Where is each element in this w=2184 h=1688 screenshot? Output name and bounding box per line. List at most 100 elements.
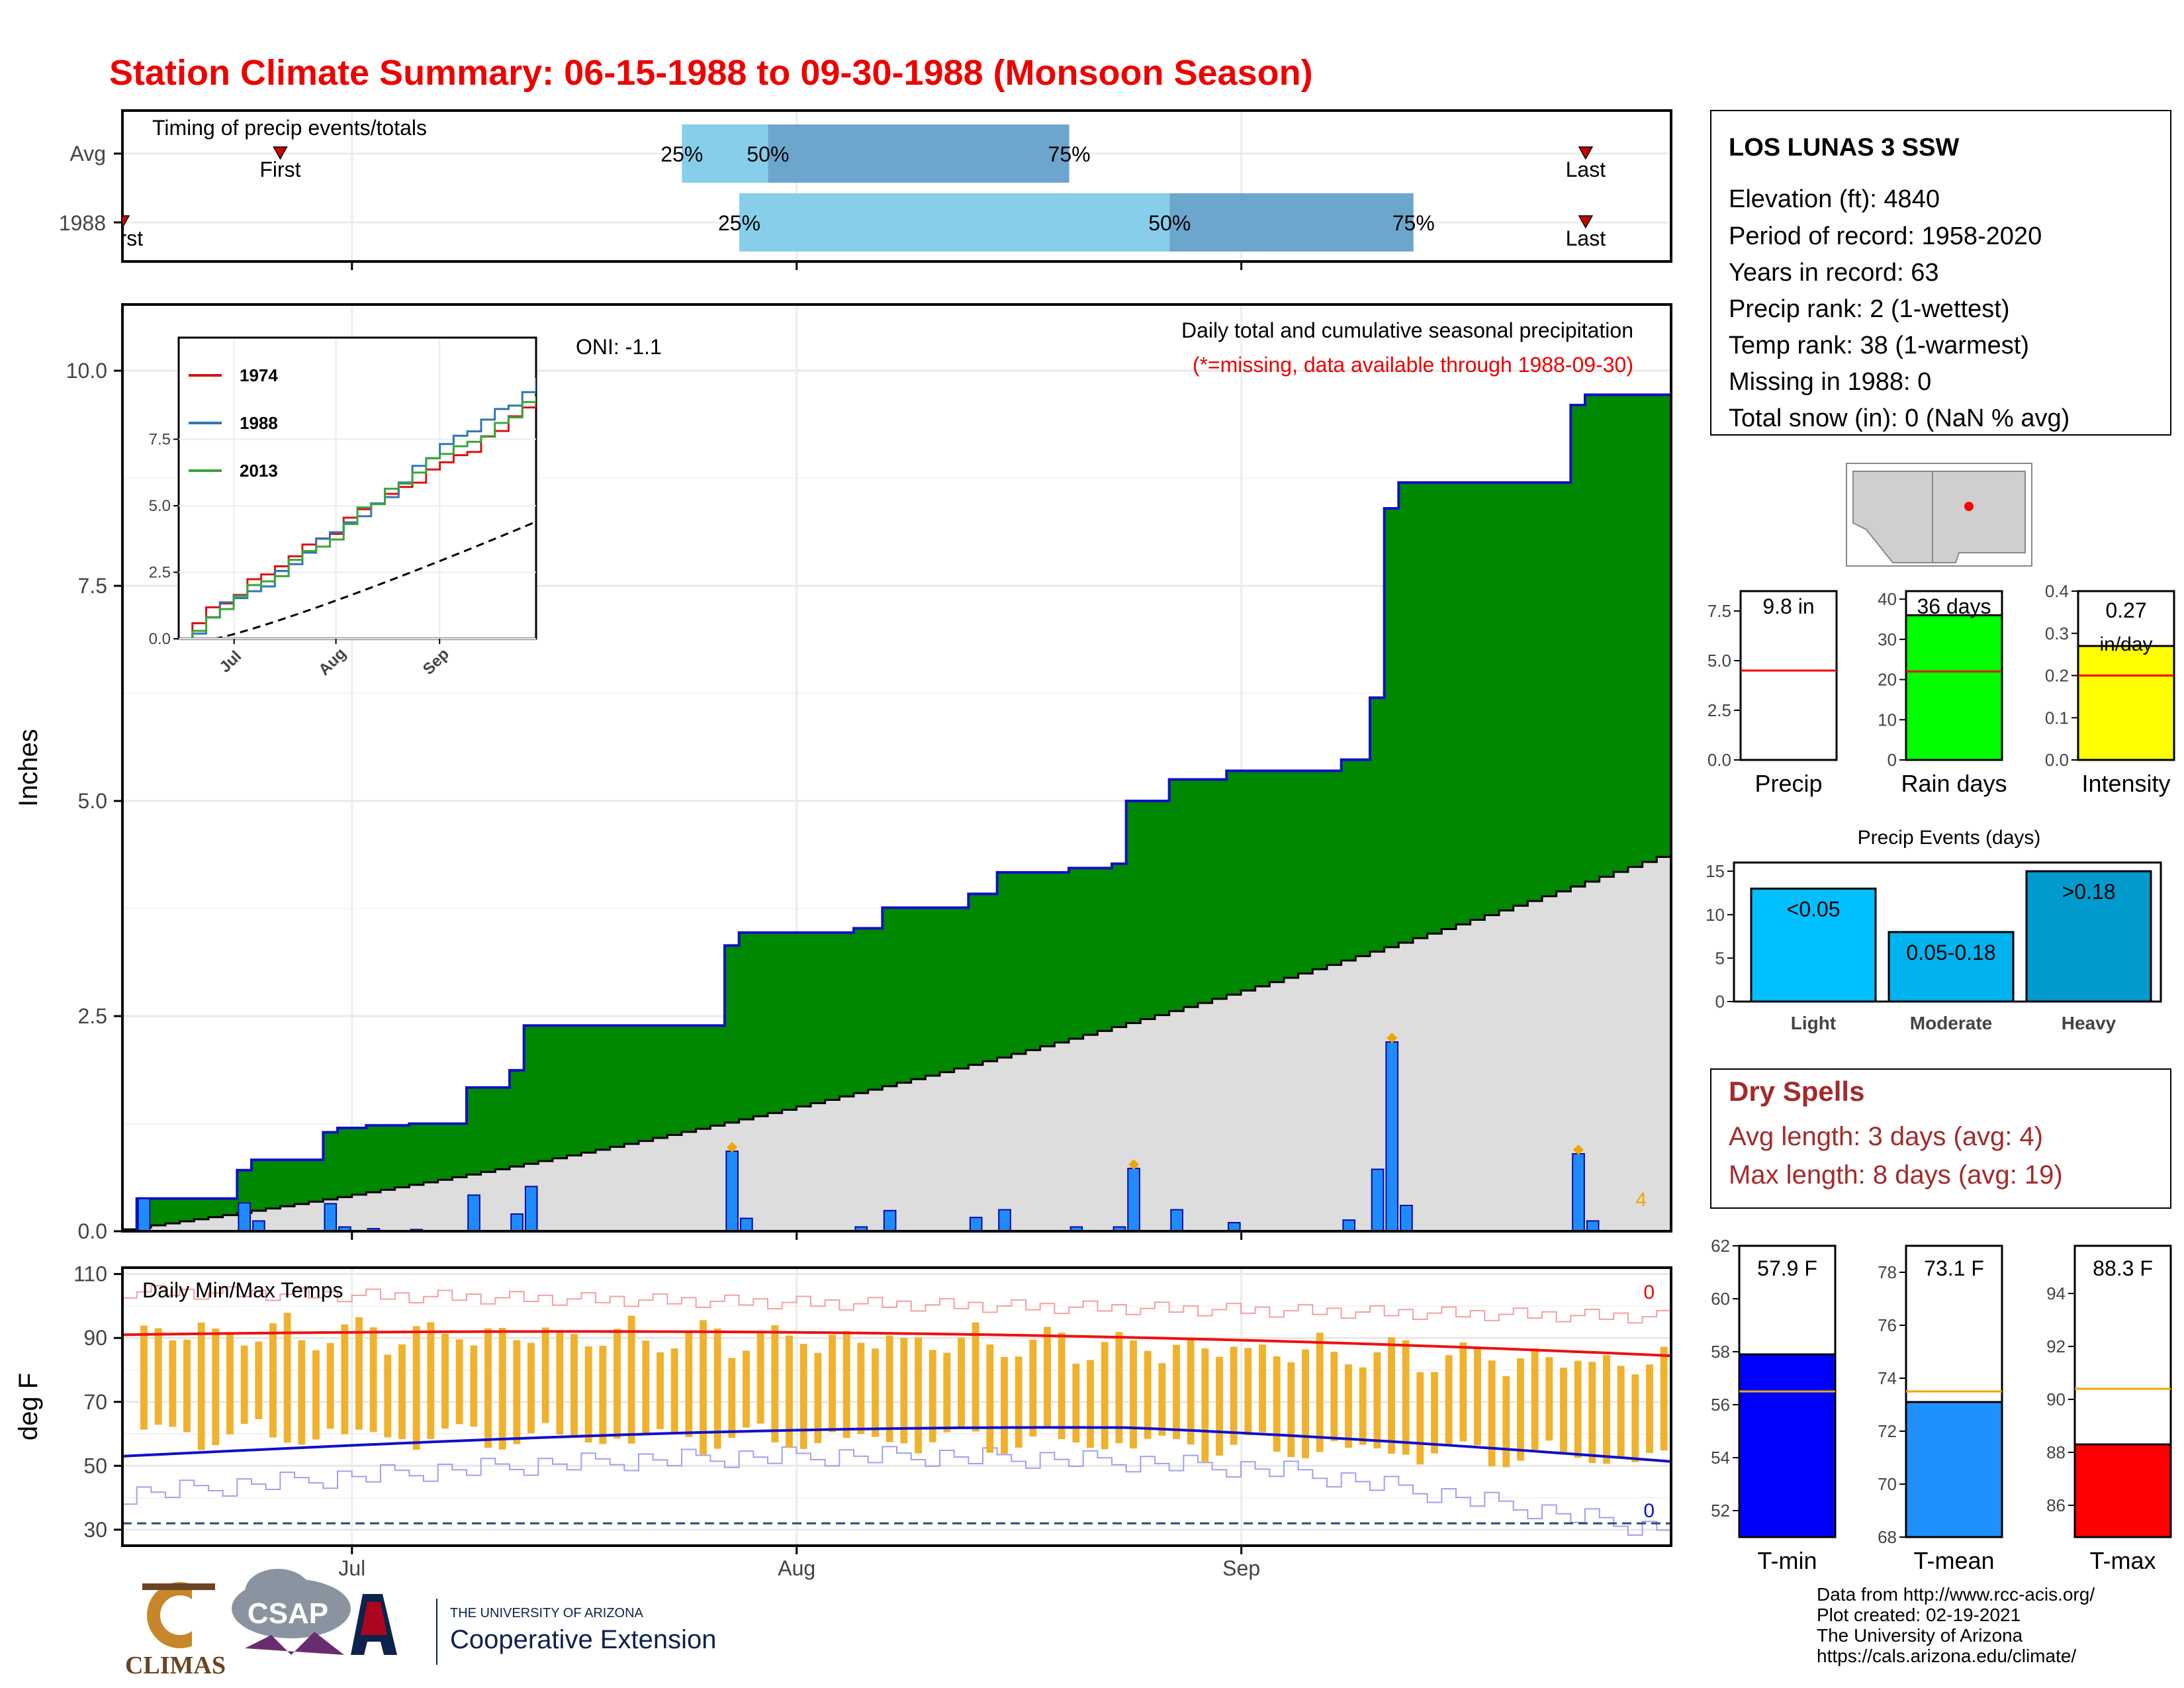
daily-temp-bar xyxy=(685,1330,693,1437)
top-event-marker xyxy=(1573,1145,1584,1155)
last-event-marker xyxy=(1578,215,1594,229)
temp-bar-label: T-mean xyxy=(1913,1547,1994,1574)
normal-tmin-line xyxy=(122,1426,1672,1463)
temp-bar-value xyxy=(1738,1353,1837,1538)
daily-temp-bar xyxy=(527,1342,535,1434)
daily-temp-bar xyxy=(728,1358,736,1438)
daily-precip-bar xyxy=(1385,1041,1399,1232)
station-line-snow: Total snow (in): 0 (NaN % avg) xyxy=(1729,404,2070,432)
daily-temp-bar xyxy=(1287,1362,1295,1458)
daily-temp-bar xyxy=(498,1327,506,1450)
quartile-label-50: 50% xyxy=(1148,211,1191,235)
daily-temp-bar xyxy=(455,1339,463,1425)
oni-label: ONI: -1.1 xyxy=(576,335,662,359)
daily-temp-bar xyxy=(255,1341,263,1419)
last-event-label: Last xyxy=(1566,226,1606,250)
station-line-precip-rank: Precip rank: 2 (1-wettest) xyxy=(1729,295,2009,323)
first-event-marker xyxy=(122,215,130,229)
daily-temp-bar xyxy=(341,1324,349,1434)
daily-temp-bar xyxy=(398,1344,406,1440)
daily-temp-bar xyxy=(886,1335,893,1442)
month-label-sep: Sep xyxy=(1222,1556,1260,1580)
daily-temp-bar xyxy=(1502,1376,1510,1468)
daily-temp-bar xyxy=(1173,1344,1180,1440)
temperature-panel: Daily Min/Max Temps deg F 0 0 30 50 70 90 11… xyxy=(14,1262,1672,1580)
quartile-label-50: 50% xyxy=(747,142,789,166)
daily-temp-bar xyxy=(1130,1340,1137,1449)
daily-temp-bar xyxy=(1517,1358,1524,1461)
daily-temp-bar xyxy=(1158,1363,1166,1436)
daily-temp-bar xyxy=(1459,1342,1467,1442)
daily-temp-bar xyxy=(1660,1346,1668,1451)
temp-y-tick-label: 50 xyxy=(83,1454,107,1477)
daily-temp-bar xyxy=(1545,1357,1553,1441)
daily-temp-bar xyxy=(958,1337,965,1429)
daily-temp-bar xyxy=(298,1340,306,1445)
mini-bar-value-label: 0.27 xyxy=(2105,598,2146,622)
daily-temp-bar xyxy=(1316,1333,1324,1452)
daily-temp-bar xyxy=(312,1350,320,1440)
mini-bar-value xyxy=(1739,590,1838,761)
daily-temp-bar xyxy=(1244,1348,1252,1436)
daily-temp-bar xyxy=(786,1335,793,1448)
daily-temp-bar xyxy=(1574,1360,1582,1458)
event-category-label: Light xyxy=(1791,1013,1836,1033)
quartile-label-75: 75% xyxy=(1392,211,1435,235)
daily-temp-bar xyxy=(484,1328,492,1448)
top-event-marker xyxy=(727,1142,738,1153)
daily-temp-bar xyxy=(1617,1366,1625,1458)
temp-bar-label: T-min xyxy=(1758,1547,1817,1574)
credit-url: https://cals.arizona.edu/climate/ xyxy=(1817,1646,2076,1666)
daily-temp-bar xyxy=(1588,1362,1596,1464)
mini-bar-y-tick-label: 0.0 xyxy=(2045,750,2069,770)
normal-tmax-line xyxy=(122,1330,1672,1358)
daily-temp-bar xyxy=(670,1348,678,1432)
dry-spells-title: Dry Spells xyxy=(1729,1076,1864,1107)
daily-temp-bar xyxy=(1216,1356,1223,1456)
station-line-temp-rank: Temp rank: 38 (1-warmest) xyxy=(1729,332,2029,359)
daily-temp-bar xyxy=(197,1322,205,1450)
inset-legend-label: 1974 xyxy=(240,365,278,385)
inset-y-tick-label: 0.0 xyxy=(149,630,171,648)
credit-plot-created: Plot created: 02-19-2021 xyxy=(1817,1605,2021,1625)
mini-bar-y-tick-label: 0.1 xyxy=(2045,708,2069,727)
temp-panel-label: Daily Min/Max Temps xyxy=(142,1278,343,1302)
missing-note: (*=missing, data available through 1988-… xyxy=(1193,353,1633,377)
daily-temp-bar xyxy=(541,1327,549,1423)
temp-bar-y-tick-label: 70 xyxy=(1878,1474,1897,1494)
climas-logo: CLIMAS xyxy=(125,1582,226,1679)
daily-temp-bar xyxy=(470,1345,478,1427)
record-max-line xyxy=(122,1285,1671,1324)
event-category-label: Moderate xyxy=(1910,1013,1992,1033)
quartile-label-75: 75% xyxy=(1048,142,1091,166)
daily-temp-bar xyxy=(972,1322,979,1432)
daily-temp-bar xyxy=(743,1350,750,1428)
daily-temp-bar xyxy=(1445,1355,1453,1444)
temp-bar-y-tick-label: 68 xyxy=(1878,1527,1897,1547)
daily-precip-bar xyxy=(1400,1205,1413,1232)
daily-temp-bar xyxy=(1001,1356,1008,1454)
daily-temp-bar xyxy=(412,1326,420,1450)
temp-bar-y-tick-label: 60 xyxy=(1711,1289,1730,1309)
events-y-tick-label: 5 xyxy=(1715,948,1725,968)
daily-precip-bar xyxy=(1170,1209,1183,1232)
month-label-aug: Aug xyxy=(778,1556,815,1580)
mini-bar-label: Rain days xyxy=(1901,770,2007,797)
daily-temp-bar xyxy=(570,1334,578,1438)
temp-bar-y-tick-label: 58 xyxy=(1711,1342,1730,1362)
mini-bar-y-tick-label: 7.5 xyxy=(1707,601,1731,621)
daily-precip-bar xyxy=(137,1197,151,1232)
daily-temp-bar xyxy=(1330,1351,1338,1442)
credit-data-source: Data from http://www.rcc-acis.org/ xyxy=(1817,1584,2095,1605)
daily-temp-bar xyxy=(842,1331,850,1438)
daily-temp-bar xyxy=(183,1339,191,1432)
mini-bar-value-label: in/day xyxy=(2099,633,2152,655)
inset-lines xyxy=(191,378,536,637)
station-info-box: LOS LUNAS 3 SSW Elevation (ft): 4840 Per… xyxy=(1710,110,2171,436)
temp-y-tick-label: 30 xyxy=(83,1518,107,1542)
events-title: Precip Events (days) xyxy=(1858,827,2041,849)
daily-temp-bar xyxy=(154,1328,162,1425)
precip-subtitle: Daily total and cumulative seasonal prec… xyxy=(1181,318,1633,342)
mini-bar-value xyxy=(1905,614,2003,761)
